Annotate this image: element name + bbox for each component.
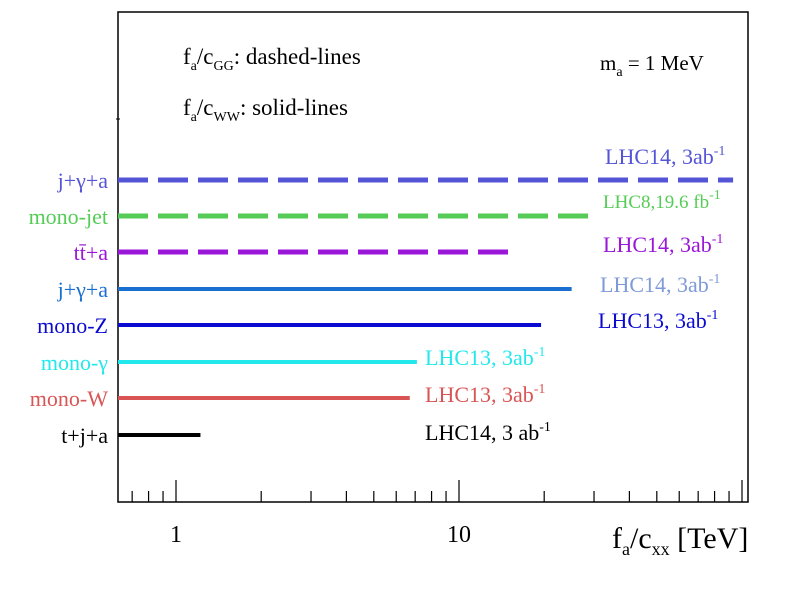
experiment-label: LHC13, 3ab-1 <box>425 345 545 370</box>
x-tick-label: 10 <box>447 522 471 548</box>
plot-frame <box>117 11 749 503</box>
x-axis-ticks <box>131 480 743 502</box>
channel-name: mono-W <box>30 386 108 411</box>
experiment-label: LHC8,19.6 fb-1 <box>603 188 721 213</box>
x-axis-title: fa/cxx [TeV] <box>612 522 748 559</box>
bound-lines <box>118 177 734 437</box>
experiment-label: LHC13, 3ab-1 <box>425 382 545 407</box>
channel-name: j+γ+a <box>57 277 109 302</box>
x-axis-tick-labels: 1 10 <box>170 522 471 548</box>
solid-lines-note: fa/cWW: solid-lines <box>183 95 348 125</box>
channel-name: mono-γ <box>41 350 108 375</box>
experiment-label: LHC14, 3ab-1 <box>605 144 725 169</box>
experiment-label: LHC14, 3 ab-1 <box>425 420 551 445</box>
dashed-lines-note: fa/cGG: dashed-lines <box>183 44 361 74</box>
experiment-label: LHC13, 3ab-1 <box>598 308 718 333</box>
experiment-label: LHC14, 3ab-1 <box>600 272 720 297</box>
channel-name: j+γ+a <box>57 168 109 193</box>
channel-names: j+γ+a mono-jet tt̄+a j+γ+a mono-Z mono-γ mono-… <box>29 168 109 448</box>
experiment-labels: LHC14, 3ab-1 LHC8,19.6 fb-1 LHC14, 3ab-1 LH… <box>425 144 725 445</box>
x-tick-label: 1 <box>170 522 182 548</box>
axion-mass-note: ma = 1 MeV <box>600 51 704 80</box>
channel-name: mono-Z <box>37 313 108 338</box>
channel-name: tt̄+a <box>74 240 109 265</box>
channel-name: mono-jet <box>29 204 108 229</box>
experiment-label: LHC14, 3ab-1 <box>603 232 723 257</box>
channel-name: t+j+a <box>61 423 108 448</box>
